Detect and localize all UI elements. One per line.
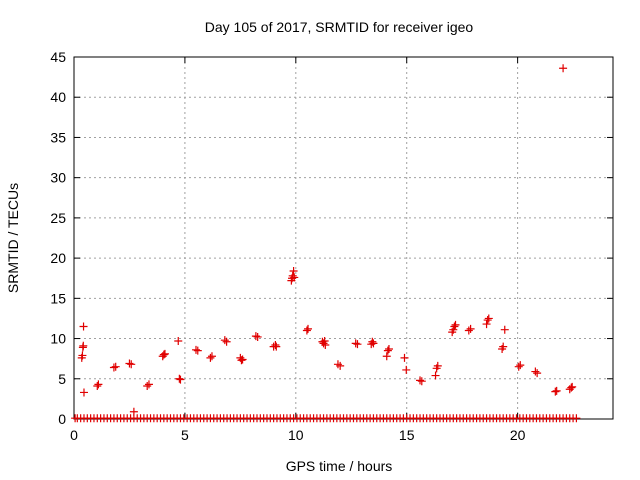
data-point [129, 407, 138, 416]
data-point [499, 342, 508, 351]
plot-frame [73, 56, 614, 420]
data-point [336, 361, 345, 370]
x-axis-label: GPS time / hours [286, 458, 393, 474]
tick-layer: 0 5 10 15 20 25 30 35 40 45 0 5 10 15 20 [50, 49, 613, 443]
data-point [238, 355, 247, 364]
x-tick-label: 10 [288, 427, 304, 443]
data-point [174, 336, 183, 345]
data-point [220, 336, 229, 345]
data-points [71, 64, 581, 423]
data-point [552, 386, 561, 395]
data-point [79, 388, 88, 397]
data-point [416, 376, 425, 385]
data-point [111, 362, 120, 371]
data-point [302, 326, 311, 335]
data-point [321, 340, 330, 349]
data-point [320, 336, 329, 345]
data-point [289, 266, 298, 275]
data-point [176, 375, 185, 384]
data-point [559, 64, 568, 73]
data-point [369, 339, 378, 348]
data-point [351, 339, 360, 348]
data-point [353, 340, 362, 349]
data-point [567, 383, 576, 392]
data-point [160, 349, 169, 358]
data-point [533, 369, 542, 378]
y-tick-label: 5 [58, 371, 66, 387]
data-point [304, 324, 313, 333]
data-point [144, 380, 153, 389]
data-point [466, 324, 475, 333]
data-point [251, 332, 260, 341]
y-tick-label: 10 [50, 331, 66, 347]
data-point [400, 353, 409, 362]
data-point [551, 387, 560, 396]
data-point [482, 320, 491, 329]
data-point [206, 353, 215, 362]
data-point [193, 346, 202, 355]
data-point [290, 273, 299, 282]
grid-layer [74, 57, 613, 419]
data-point [531, 367, 540, 376]
y-tick-label: 15 [50, 290, 66, 306]
data-point [402, 365, 411, 374]
y-axis-label: SRMTID / TECUs [5, 183, 21, 293]
data-point [384, 345, 393, 354]
data-point [125, 359, 134, 368]
data-point [383, 346, 392, 355]
data-point [143, 382, 152, 391]
data-point [79, 341, 88, 350]
data-point [484, 314, 493, 323]
data-point [79, 322, 88, 331]
y-tick-label: 25 [50, 210, 66, 226]
data-point [572, 414, 581, 423]
data-point [417, 377, 426, 386]
data-point [500, 325, 509, 334]
data-point [433, 361, 442, 370]
data-point [451, 320, 460, 329]
x-tick-label: 20 [510, 427, 526, 443]
x-tick-label: 0 [70, 427, 78, 443]
data-point [431, 371, 440, 380]
data-point [272, 342, 281, 351]
y-tick-label: 30 [50, 170, 66, 186]
data-point [464, 326, 473, 335]
data-point [382, 352, 391, 361]
data-point [78, 351, 87, 360]
data-point [237, 356, 246, 365]
data-point [93, 382, 102, 391]
data-point [483, 316, 492, 325]
data-point [94, 380, 103, 389]
chart-title: Day 105 of 2017, SRMTID for receiver ige… [205, 19, 474, 35]
data-point [271, 340, 280, 349]
data-point [222, 337, 231, 346]
x-tick-label: 5 [181, 427, 189, 443]
data-point [288, 271, 297, 280]
y-tick-label: 40 [50, 89, 66, 105]
data-point [159, 350, 168, 359]
data-point [109, 363, 118, 372]
data-point [175, 374, 184, 383]
data-point [514, 362, 523, 371]
data-point [516, 361, 525, 370]
data-point [568, 382, 577, 391]
data-point [253, 332, 262, 341]
data-point [207, 352, 216, 361]
data-point [368, 337, 377, 346]
x-tick-label: 15 [399, 427, 415, 443]
data-point [73, 414, 82, 423]
y-tick-label: 45 [50, 49, 66, 65]
data-point [191, 345, 200, 354]
y-tick-label: 35 [50, 129, 66, 145]
y-tick-label: 20 [50, 250, 66, 266]
data-point [450, 322, 459, 331]
data-point [127, 360, 136, 369]
y-tick-label: 0 [58, 411, 66, 427]
